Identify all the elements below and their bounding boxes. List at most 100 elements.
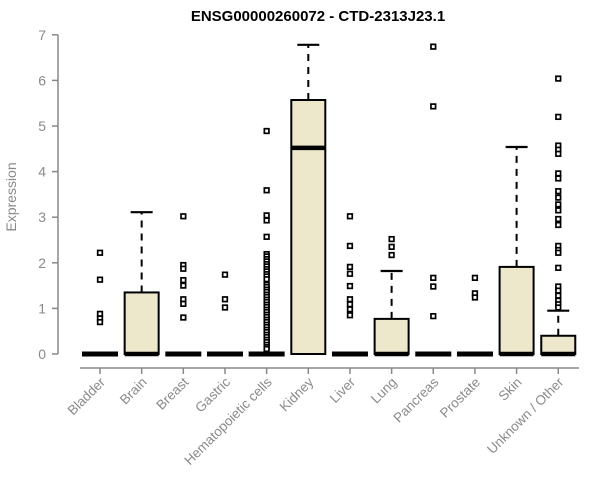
x-tick-label: Breast xyxy=(153,374,191,412)
box-rect xyxy=(290,99,327,356)
outlier-point xyxy=(555,264,562,271)
outlier-point xyxy=(388,235,395,243)
outlier-point xyxy=(346,296,354,303)
box-group-liver xyxy=(331,213,368,357)
collapsed-box-bar xyxy=(248,351,285,357)
box-group-bladder xyxy=(82,249,118,357)
outlier-point xyxy=(263,212,270,219)
collapsed-box-bar xyxy=(82,351,118,357)
outlier-point xyxy=(346,306,354,313)
outlier-point xyxy=(263,187,270,194)
x-tick-label: Bladder xyxy=(65,374,109,418)
outlier-point xyxy=(388,251,395,259)
y-axis-label: Expression xyxy=(3,162,19,231)
outlier-point xyxy=(180,276,187,284)
x-tick-label: Brain xyxy=(117,375,150,408)
outlier-point xyxy=(555,175,562,182)
outlier-point xyxy=(263,127,270,135)
outlier-point xyxy=(555,201,562,208)
outlier-point xyxy=(263,233,270,240)
outlier-point xyxy=(430,103,437,110)
box-group-skin xyxy=(498,145,535,357)
box-rect xyxy=(498,265,535,355)
box-group-prostate xyxy=(456,274,493,357)
outlier-point xyxy=(180,213,187,220)
x-tick-label: Gastric xyxy=(192,374,233,415)
outlier-point xyxy=(471,294,479,301)
y-tick-label: 0 xyxy=(38,346,46,362)
collapsed-box-bar xyxy=(415,351,452,357)
outlier-point xyxy=(555,170,562,177)
outlier-point xyxy=(263,345,270,353)
outlier-point xyxy=(346,312,354,319)
outlier-point xyxy=(430,43,437,50)
outlier-point xyxy=(555,188,562,195)
outlier-point xyxy=(555,221,562,229)
outlier-point xyxy=(430,274,437,281)
outlier-point xyxy=(430,313,437,320)
outlier-point xyxy=(346,242,354,250)
y-tick-label: 5 xyxy=(38,118,46,134)
outlier-point xyxy=(221,271,229,278)
box-group-unknown-other xyxy=(540,75,577,357)
collapsed-box-bar xyxy=(165,351,202,357)
outlier-point xyxy=(346,270,354,277)
outlier-point xyxy=(430,283,437,290)
outlier-point xyxy=(346,301,354,308)
box-group-lung xyxy=(373,235,410,357)
collapsed-box-bar xyxy=(206,351,243,357)
box-group-breast xyxy=(165,213,202,357)
x-tick-label: Kidney xyxy=(277,374,317,414)
box-group-brain xyxy=(123,211,160,357)
box-group-kidney xyxy=(290,43,327,356)
outlier-point xyxy=(555,113,562,121)
y-tick-label: 6 xyxy=(38,72,46,88)
outlier-point xyxy=(180,282,187,289)
outlier-point xyxy=(96,276,104,283)
outlier-point xyxy=(555,150,562,157)
outlier-point xyxy=(96,249,104,256)
box-rect xyxy=(373,317,410,355)
chart-title: ENSG00000260072 - CTD-2313J23.1 xyxy=(191,8,445,25)
x-tick-label: Prostate xyxy=(437,375,483,421)
outlier-point xyxy=(388,243,395,250)
outlier-point xyxy=(555,215,562,223)
boxes-layer xyxy=(82,43,577,357)
x-tick-label: Pancreas xyxy=(390,374,441,425)
outlier-point xyxy=(555,207,562,214)
outlier-point xyxy=(346,263,354,271)
y-tick-label: 2 xyxy=(38,255,46,271)
outlier-point xyxy=(180,314,187,321)
box-rect xyxy=(540,334,577,356)
box-group-pancreas xyxy=(415,43,452,357)
y-tick-label: 3 xyxy=(38,209,46,225)
y-tick-label: 4 xyxy=(38,164,46,180)
outlier-point xyxy=(180,265,187,272)
x-tick-label: Unknown / Other xyxy=(484,374,567,457)
outlier-point xyxy=(263,217,270,224)
outlier-point xyxy=(471,274,479,281)
x-tick-label: Liver xyxy=(327,374,359,406)
collapsed-box-bar xyxy=(456,351,493,357)
y-tick-label: 7 xyxy=(38,27,46,43)
outlier-point xyxy=(346,282,354,290)
collapsed-box-bar xyxy=(331,351,368,357)
outlier-point xyxy=(346,213,354,220)
box-rect xyxy=(123,291,160,356)
y-tick-label: 1 xyxy=(38,300,46,316)
outlier-point xyxy=(555,249,562,256)
outlier-point xyxy=(555,75,562,82)
outlier-point xyxy=(221,304,229,311)
outlier-point xyxy=(555,194,562,201)
box-group-gastric xyxy=(206,271,243,357)
x-tick-label: Skin xyxy=(496,375,525,404)
outlier-point xyxy=(555,304,562,311)
outlier-point xyxy=(96,318,104,326)
outlier-point xyxy=(180,300,187,307)
outlier-point xyxy=(221,296,229,303)
box-group-hematopoietic-cells xyxy=(248,127,285,357)
x-tick-label: Lung xyxy=(368,375,400,407)
outlier-point xyxy=(555,287,562,294)
